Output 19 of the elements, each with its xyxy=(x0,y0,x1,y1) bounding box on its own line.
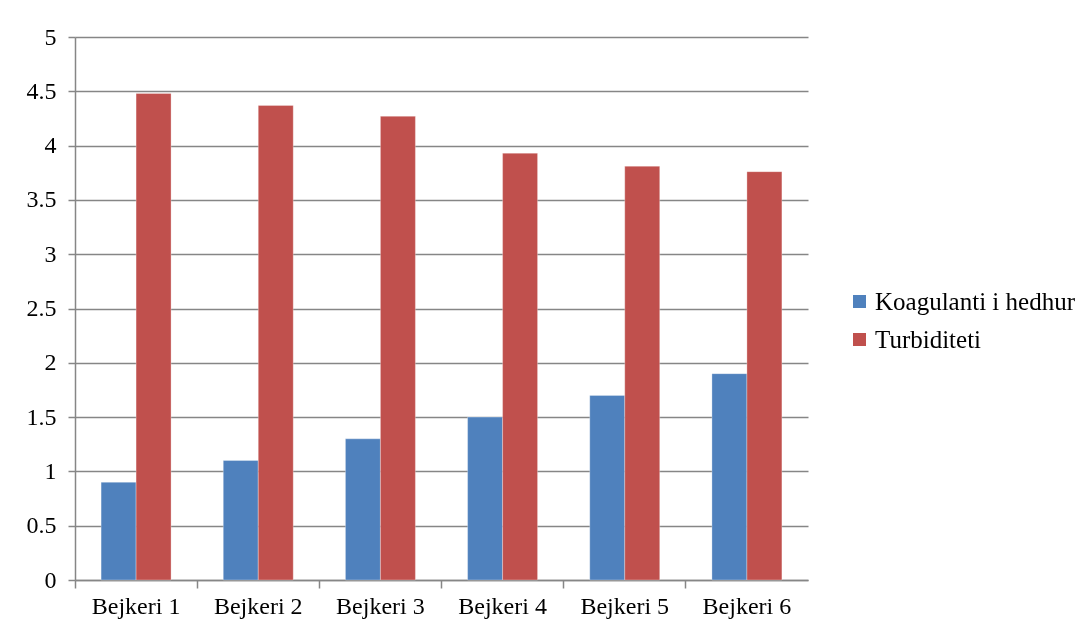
y-tick-label: 3.5 xyxy=(26,186,57,213)
y-tick-label: 5 xyxy=(44,23,57,50)
y-tick-label: 2 xyxy=(44,349,57,376)
x-tick-label: Bejkeri 1 xyxy=(91,592,181,619)
legend-label: Koagulanti i hedhur xyxy=(875,287,1076,315)
y-tick-label: 4 xyxy=(44,132,57,159)
legend-label: Turbiditeti xyxy=(875,325,982,353)
y-tick-label: 3 xyxy=(44,240,57,267)
x-tick-label: Bejkeri 5 xyxy=(580,592,670,619)
y-tick-label: 1 xyxy=(44,457,57,484)
x-tick-label: Bejkeri 3 xyxy=(336,592,425,619)
y-tick-label: 1.5 xyxy=(26,403,57,430)
y-tick-label: 4.5 xyxy=(26,77,57,104)
x-tick-label: Bejkeri 2 xyxy=(213,592,303,619)
x-tick-label: Bejkeri 6 xyxy=(702,592,792,619)
y-tick-label: 0.5 xyxy=(26,512,57,539)
x-tick-label: Bejkeri 4 xyxy=(458,592,547,619)
y-tick-label: 2.5 xyxy=(26,295,57,321)
y-tick-label: 0 xyxy=(44,566,57,593)
